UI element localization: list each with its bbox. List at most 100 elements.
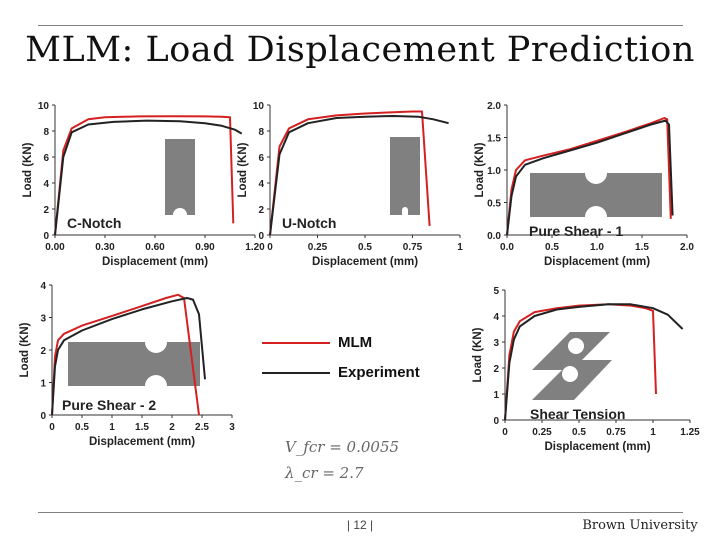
series-line-experiment bbox=[269, 115, 449, 236]
y-tick-label: 10 bbox=[38, 101, 50, 112]
axes: 0 2 4 6 8 10 0.00 0.30 0.60 0.90 1.20 bbox=[38, 101, 265, 253]
chart-shear-tension: 0 1 2 3 4 5 0 0.25 0.5 0.75 1 1.25 Displacement (mm)… bbox=[472, 286, 700, 453]
specimen-c-notch bbox=[165, 139, 195, 222]
y-tick-label: 3 bbox=[493, 338, 499, 349]
y-tick-label: 2 bbox=[258, 205, 264, 216]
x-tick-label: 0.90 bbox=[195, 242, 215, 253]
specimen-shear-tension bbox=[532, 332, 612, 400]
y-tick-label: 0 bbox=[493, 416, 499, 427]
x-tick-label: 0.5 bbox=[545, 242, 559, 253]
x-tick-label: 0.25 bbox=[308, 242, 328, 253]
x-tick-label: 0.5 bbox=[75, 422, 89, 433]
x-axis-label: Displacement (mm) bbox=[102, 256, 208, 268]
y-tick-label: 0.5 bbox=[487, 199, 501, 210]
chart-label: Pure Shear - 2 bbox=[62, 397, 156, 413]
x-tick-label: 0.75 bbox=[606, 427, 626, 438]
axes: 0.0 0.5 1.0 1.5 2.0 0.0 0.5 1.0 1.5 2.0 bbox=[487, 101, 694, 253]
y-tick-label: 2 bbox=[493, 364, 499, 375]
y-tick-label: 0 bbox=[40, 411, 46, 422]
y-tick-label: 2 bbox=[40, 346, 46, 357]
series-line-mlm bbox=[269, 110, 431, 236]
y-axis-label: Load (KN) bbox=[19, 322, 31, 377]
axes: 0 2 4 6 8 10 0 0.25 0.5 0.75 1 bbox=[253, 101, 463, 253]
legend-experiment-line bbox=[262, 372, 330, 374]
chart-u-notch: 0 2 4 6 8 10 0 0.25 0.5 0.75 1 Displacement (mm) Loa… bbox=[237, 101, 463, 268]
y-tick-label: 4 bbox=[493, 312, 499, 323]
y-tick-label: 2 bbox=[43, 205, 49, 216]
x-tick-label: 0.5 bbox=[358, 242, 372, 253]
series-line-experiment bbox=[506, 119, 674, 236]
axes: 0 1 2 3 4 5 0 0.25 0.5 0.75 1 1.25 bbox=[493, 286, 700, 438]
chart-c-notch: 0 2 4 6 8 10 0.00 0.30 0.60 0.90 1.20 Displacement … bbox=[22, 101, 265, 268]
x-tick-label: 1.20 bbox=[245, 242, 265, 253]
x-axis-label: Displacement (mm) bbox=[544, 441, 650, 453]
x-tick-label: 0 bbox=[502, 427, 508, 438]
y-tick-label: 4 bbox=[43, 179, 49, 190]
y-tick-label: 0 bbox=[258, 231, 264, 242]
x-tick-label: 0.30 bbox=[95, 242, 115, 253]
x-tick-label: 2 bbox=[169, 422, 175, 433]
x-tick-label: 2.5 bbox=[195, 422, 209, 433]
x-tick-label: 1 bbox=[650, 427, 656, 438]
x-tick-label: 1.5 bbox=[635, 242, 649, 253]
y-tick-label: 1.5 bbox=[487, 134, 501, 145]
specimen-pure-shear-2 bbox=[68, 331, 200, 397]
y-tick-label: 2.0 bbox=[487, 101, 501, 112]
y-tick-label: 8 bbox=[43, 127, 49, 138]
page-number: | 12 | bbox=[346, 518, 374, 532]
y-tick-label: 6 bbox=[43, 153, 49, 164]
series-line-mlm bbox=[54, 115, 235, 236]
y-tick-label: 0 bbox=[43, 231, 49, 242]
legend-experiment-label: Experiment bbox=[338, 364, 420, 381]
y-axis-label: Load (KN) bbox=[474, 142, 486, 197]
x-tick-label: 0 bbox=[49, 422, 55, 433]
y-tick-label: 8 bbox=[258, 127, 264, 138]
x-tick-label: 1.25 bbox=[680, 427, 700, 438]
x-tick-label: 3 bbox=[229, 422, 235, 433]
x-tick-label: 1.0 bbox=[590, 242, 604, 253]
y-tick-label: 3 bbox=[40, 314, 46, 325]
chart-label: Pure Shear - 1 bbox=[529, 223, 623, 239]
chart-label: Shear Tension bbox=[530, 406, 625, 422]
series-line-experiment bbox=[51, 297, 206, 416]
footer-brand: Brown University bbox=[582, 518, 698, 533]
series-line-experiment bbox=[54, 119, 243, 236]
chart-label: C-Notch bbox=[67, 215, 121, 231]
series-line-experiment bbox=[504, 303, 684, 421]
x-tick-label: 0.0 bbox=[500, 242, 514, 253]
x-axis-label: Displacement (mm) bbox=[89, 436, 195, 448]
series-line-mlm bbox=[506, 117, 672, 236]
chart-pure-shear-2: 0 1 2 3 4 0 0.5 1 1.5 2 2.5 3 Displacement (mm) Load … bbox=[19, 281, 235, 448]
y-axis-label: Load (KN) bbox=[237, 142, 249, 197]
specimen-pure-shear-1 bbox=[530, 162, 662, 228]
equation-vfcr: V_fcr = 0.0055 bbox=[285, 438, 400, 456]
x-tick-label: 1 bbox=[109, 422, 115, 433]
x-tick-label: 0.60 bbox=[145, 242, 165, 253]
x-tick-label: 1 bbox=[457, 242, 463, 253]
x-axis-label: Displacement (mm) bbox=[312, 256, 418, 268]
specimen-u-notch bbox=[390, 137, 420, 217]
y-tick-label: 5 bbox=[493, 286, 499, 297]
series-line-mlm bbox=[504, 303, 657, 421]
x-tick-label: 0.5 bbox=[572, 427, 586, 438]
y-tick-label: 1 bbox=[40, 379, 46, 390]
y-tick-label: 4 bbox=[258, 179, 264, 190]
equation-lambda: λ_cr = 2.7 bbox=[285, 464, 364, 482]
y-tick-label: 1.0 bbox=[487, 166, 501, 177]
y-axis-label: Load (KN) bbox=[22, 142, 34, 197]
y-axis-label: Load (KN) bbox=[472, 327, 484, 382]
y-tick-label: 1 bbox=[493, 390, 499, 401]
y-tick-label: 0.0 bbox=[487, 231, 501, 242]
x-tick-label: 0.25 bbox=[532, 427, 552, 438]
x-tick-label: 0 bbox=[267, 242, 273, 253]
y-tick-label: 10 bbox=[253, 101, 265, 112]
x-axis-label: Displacement (mm) bbox=[544, 256, 650, 268]
series-line-mlm bbox=[51, 293, 200, 416]
y-tick-label: 4 bbox=[40, 281, 46, 292]
chart-label: U-Notch bbox=[282, 215, 336, 231]
page-title: MLM: Load Displacement Prediction bbox=[25, 30, 695, 70]
x-tick-label: 1.5 bbox=[135, 422, 149, 433]
top-rule bbox=[38, 25, 683, 26]
x-tick-label: 2.0 bbox=[680, 242, 694, 253]
bottom-rule bbox=[38, 512, 683, 513]
